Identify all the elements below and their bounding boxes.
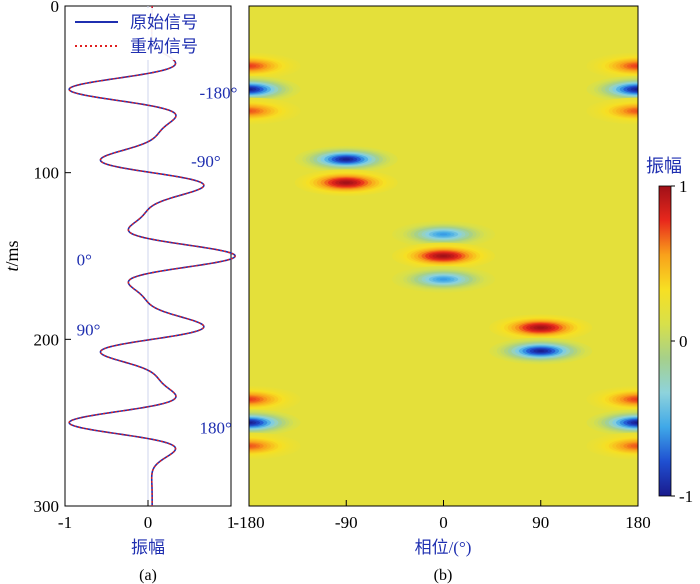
colorbar: 振幅 1 0 -1 [646,156,693,506]
heatmap-blob [586,76,638,103]
phase-annotation: -90° [191,152,220,171]
panel-b-x-label: 相位/(°) [415,538,472,557]
heatmap-blob [249,386,301,413]
blob-layer [634,398,638,401]
blob-layer [249,110,253,112]
panel-a: 0 100 200 300 -1 0 1 -180° -90° 0° 90° 180° 原始信号 … [2,0,237,584]
heatmap-blob [249,52,301,80]
y-tick-label: 100 [34,164,60,183]
blob-layer [342,181,350,184]
heatmap-blob [392,242,495,270]
panel-b-x-ticks: -180 -90 0 90 180 [233,500,651,532]
x-tick-label: -1 [58,513,72,532]
heatmap-blob [392,221,495,248]
x-tick-label: -180 [233,513,264,532]
x-tick-label: 0 [439,513,448,532]
legend: 原始信号 重构信号 [71,8,229,60]
blob-layer [249,445,253,447]
panel-b: -180 -90 0 90 180 相位/(°) (b) [233,5,651,584]
heatmap-blob [392,266,495,293]
y-label-t: t [2,266,22,272]
heatmap-blob [294,146,398,173]
colorbar-bar [658,185,672,497]
blob-layer [634,88,638,91]
panel-b-caption: (b) [434,567,453,584]
blob-layer [634,445,638,447]
panel-a-signals [68,6,237,506]
y-tick-label: 0 [51,0,60,16]
blob-layer [249,421,253,424]
x-tick-label: 90 [532,513,549,532]
heatmap-blob [294,169,398,197]
phase-annotation: 180° [199,419,231,438]
y-label-unit: /ms [2,240,22,266]
panel-a-y-ticks: 0 100 200 300 [34,0,71,516]
heatmap-blob [249,432,301,460]
panel-a-caption: (a) [139,567,157,584]
blob-layer [439,278,448,281]
heatmap-blob [249,409,301,436]
colorbar-tick-label: -1 [679,487,693,506]
blob-layer [634,110,638,112]
heatmap-blob [249,76,301,103]
blob-layer [439,233,448,236]
x-tick-label: 1 [227,513,236,532]
blob-layer [249,65,253,67]
phase-annotation: -180° [199,84,237,103]
blob-layer [249,88,253,91]
blob-layer [249,398,253,401]
blob-layer [342,158,350,161]
x-tick-label: 0 [144,513,153,532]
panel-a-phase-annotations: -180° -90° 0° 90° 180° [77,84,238,438]
heatmap-blob [586,386,638,413]
series-reconstructed-signal [68,6,236,506]
heatmap-blob [586,52,638,80]
heatmap-blob [489,337,593,365]
y-tick-label: 300 [34,497,60,516]
legend-original-label: 原始信号 [130,13,198,32]
panel-a-x-label: 振幅 [131,538,165,557]
phase-annotation: 0° [77,250,92,269]
colorbar-title: 振幅 [646,156,682,176]
phase-annotation: 90° [77,320,101,339]
panel-a-x-ticks: -1 0 1 [58,500,235,532]
colorbar-ticks: 1 0 -1 [671,177,693,506]
legend-box [71,8,229,60]
x-tick-label: 180 [625,513,651,532]
heatmap-blob [489,314,593,341]
heatmap-blob [249,97,301,125]
colorbar-tick-label: 0 [679,332,688,351]
x-tick-label: -90 [335,513,358,532]
panel-b-heatmap [249,6,638,506]
blob-layer [634,421,638,424]
legend-reconstructed-label: 重构信号 [130,37,198,56]
y-tick-label: 200 [34,330,60,349]
heatmap-blob [586,409,638,436]
blob-layer [537,326,545,329]
heatmap-blob [586,97,638,125]
colorbar-tick-label: 1 [679,177,688,196]
heatmap-blob [586,432,638,460]
blob-layer [439,255,448,257]
panel-a-y-label: t/ms [2,240,22,271]
blob-layer [634,65,638,67]
blob-layer [537,350,545,352]
